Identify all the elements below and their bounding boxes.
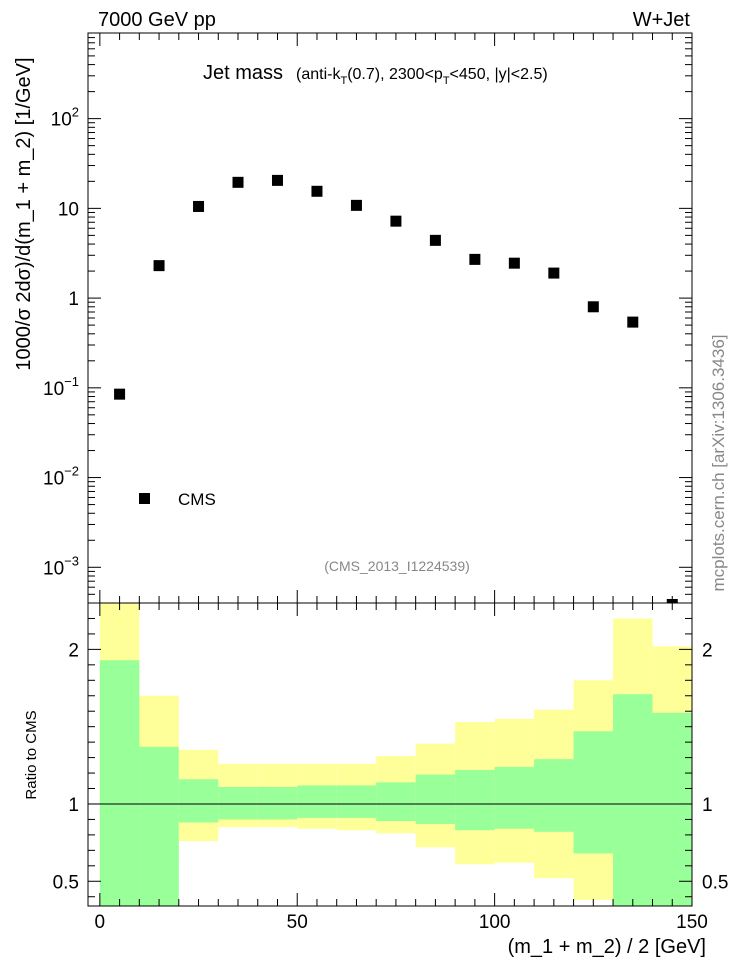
ratio-band-stat <box>99 660 140 906</box>
ratio-band-stat <box>455 769 495 831</box>
legend-label: CMS <box>178 490 216 509</box>
ratio-band-stat <box>139 746 179 906</box>
ratio-ytick-label-right: 2 <box>702 640 713 661</box>
header-right: W+Jet <box>633 9 691 31</box>
data-point <box>114 388 126 400</box>
ratio-band-stat <box>573 731 614 854</box>
plot-title: Jet mass <box>203 62 283 84</box>
data-point <box>390 215 402 227</box>
ratio-band-stat <box>297 785 337 818</box>
xtick-label: 50 <box>287 912 308 933</box>
main-y-axis-title: 1000/σ 2dσ)/d(m_1 + m_2) [1/GeV] <box>13 57 35 370</box>
x-axis-title: (m_1 + m_2) / 2 [GeV] <box>508 936 706 958</box>
ratio-ytick-label-left: 2 <box>68 640 79 661</box>
data-point-clipped <box>666 599 678 603</box>
main-ytick-label: 10−2 <box>43 464 79 490</box>
ratio-band-stat <box>376 782 416 821</box>
xtick-label: 150 <box>676 912 708 933</box>
data-point <box>548 267 560 279</box>
data-point <box>350 199 362 211</box>
main-axis-ticks <box>88 32 693 604</box>
ratio-band-stat <box>257 786 298 820</box>
legend-marker <box>139 493 150 504</box>
data-points <box>114 174 678 603</box>
ratio-band-stat <box>415 774 456 825</box>
main-ytick-label: 10−3 <box>43 553 79 579</box>
xtick-label: 0 <box>95 912 106 933</box>
main-ytick-label: 102 <box>51 105 79 131</box>
analysis-id: (CMS_2013_I1224539) <box>324 558 470 574</box>
data-point <box>587 301 599 313</box>
ratio-bands <box>99 603 692 906</box>
ratio-ytick-label-left: 1 <box>68 795 79 816</box>
side-label: mcplots.cern.ch [arXiv:1306.3436] <box>709 334 728 591</box>
ratio-band-stat <box>218 786 258 820</box>
ratio-band-stat <box>494 766 535 829</box>
ratio-ytick-label-right: 1 <box>702 795 713 816</box>
ratio-band-stat <box>336 785 377 818</box>
main-frame <box>87 32 693 604</box>
data-point <box>469 253 481 265</box>
ratio-frame <box>87 602 693 907</box>
ratio-band-stat <box>178 779 219 823</box>
ratio-band-stat <box>652 712 692 906</box>
data-point <box>508 257 520 269</box>
main-y-tick-labels: 10−3 10−2 10−1 1 10 102 <box>43 105 79 580</box>
data-point <box>153 260 165 272</box>
data-point <box>193 200 205 212</box>
header-left: 7000 GeV pp <box>98 9 216 31</box>
ratio-tick-labels: 0.5 0.5 1 1 2 2 0 50 100 150 <box>53 640 729 933</box>
xtick-label: 100 <box>479 912 511 933</box>
ratio-band-stat <box>613 694 653 906</box>
data-point <box>232 176 244 188</box>
ratio-ytick-label-left: 0.5 <box>53 872 79 893</box>
main-panel: 10−3 10−2 10−1 1 10 102 Jet mass (anti-kT(0.7… <box>13 32 693 604</box>
data-point <box>627 316 639 328</box>
ratio-ytick-label-right: 0.5 <box>702 872 728 893</box>
plot-subtitle: (anti-kT(0.7), 2300<pT<450, |y|<2.5) <box>296 66 548 87</box>
main-ytick-label: 10−1 <box>43 374 79 400</box>
data-point <box>429 234 441 246</box>
data-point <box>311 185 323 197</box>
ratio-panel: 0.5 0.5 1 1 2 2 0 50 100 150 Ratio to CMS (m_1 + … <box>23 602 729 958</box>
main-ytick-label: 1 <box>68 289 79 310</box>
main-ytick-label: 10 <box>58 199 79 220</box>
data-point <box>271 174 283 186</box>
ratio-y-axis-title: Ratio to CMS <box>23 710 40 799</box>
ratio-band-stat <box>534 759 574 832</box>
